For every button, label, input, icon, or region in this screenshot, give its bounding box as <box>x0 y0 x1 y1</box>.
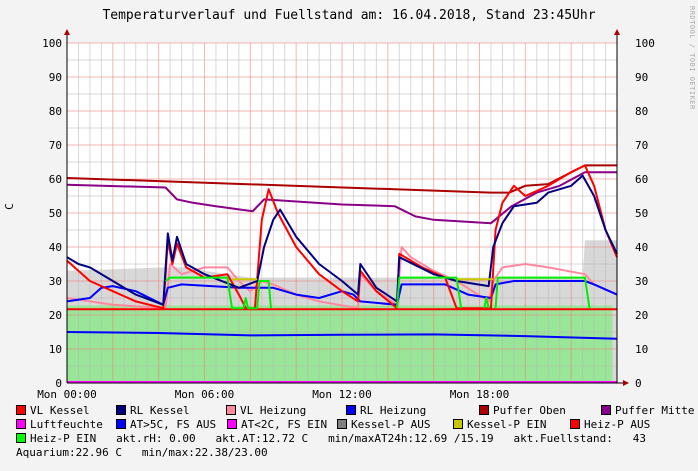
legend-swatch <box>601 405 611 415</box>
legend-swatch <box>116 419 126 429</box>
x-tick-label: Mon 00:00 <box>37 388 97 400</box>
series-puffer-mitte <box>66 171 617 225</box>
legend-item: Heiz-P AUS <box>570 418 660 432</box>
legend-item: Kessel-P EIN <box>453 418 570 432</box>
y-tick-label-right: 20 <box>635 309 648 322</box>
legend-swatch <box>453 419 463 429</box>
y-tick-label-left: 40 <box>49 241 62 254</box>
y-tick-label-left: 80 <box>49 105 62 118</box>
legend-label: Puffer Oben <box>493 404 566 417</box>
legend: VL Kessel RL Kessel VL Heizung RL Heizung Pu… <box>16 404 695 460</box>
legend-row: Luftfeuchte AT>5C, FS AUS AT<2C, FS EIN Kes… <box>16 418 691 432</box>
y-tick-label-left: 30 <box>49 275 62 288</box>
y-tick-label-left: 10 <box>49 343 62 356</box>
stat-at: akt.AT:12.72 C <box>215 432 309 445</box>
legend-item: AT>5C, FS AUS <box>116 418 227 432</box>
legend-label: Luftfeuchte <box>30 418 103 431</box>
legend-item: VL Kessel <box>16 404 116 418</box>
legend-label: Kessel-P AUS <box>351 418 431 431</box>
watermark: RRDTOOL / TOBI OETIKER <box>688 6 696 110</box>
legend-label: VL Kessel <box>30 404 90 417</box>
legend-label: RL Heizung <box>360 404 427 417</box>
legend-item: RL Heizung <box>346 404 479 418</box>
y-axis-arrow <box>64 29 70 35</box>
legend-label: Heiz-P AUS <box>584 418 651 431</box>
y-tick-label-right: 80 <box>635 105 648 118</box>
y-tick-label-right: 40 <box>635 241 648 254</box>
legend-swatch <box>16 405 26 415</box>
stat-minmax-at: min/maxAT24h:12.69 /15.19 <box>328 432 494 445</box>
legend-label: VL Heizung <box>240 404 307 417</box>
x-tick-label: Mon 12:00 <box>312 388 372 400</box>
legend-swatch <box>226 405 236 415</box>
area-heiz-p-ein <box>67 305 613 383</box>
x-axis-arrow <box>623 380 629 386</box>
legend-swatch <box>337 419 347 429</box>
legend-swatch <box>16 419 26 429</box>
y-tick-label-right: 70 <box>635 139 648 152</box>
legend-row: VL Kessel RL Kessel VL Heizung RL Heizung Pu… <box>16 404 695 418</box>
legend-swatch <box>479 405 489 415</box>
plot-area: 0 0 10 10 20 20 30 30 40 40 50 50 60 60 70 70 80 80 90 90 10… <box>37 29 655 400</box>
y-tick-label-right: 100 <box>635 37 655 50</box>
legend-row: Aquarium:22.96 C min/max:22.38/23.00 <box>16 446 691 460</box>
y-tick-label-left: 70 <box>49 139 62 152</box>
legend-label: RL Kessel <box>130 404 190 417</box>
legend-swatch <box>116 405 126 415</box>
legend-item: VL Heizung <box>226 404 346 418</box>
legend-item: Puffer Oben <box>479 404 601 418</box>
legend-label: AT>5C, FS AUS <box>130 418 217 431</box>
legend-row: Heiz-P EIN akt.rH: 0.00 akt.AT:12.72 C m… <box>16 432 691 446</box>
series-rl-kessel <box>66 174 618 306</box>
legend-label: Kessel-P EIN <box>467 418 547 431</box>
y-tick-label-right: 60 <box>635 173 648 186</box>
legend-swatch <box>227 419 237 429</box>
stat-fuellstand: akt.Fuellstand: 43 <box>513 432 646 445</box>
y-tick-label-left: 100 <box>42 37 62 50</box>
y-tick-label-right: 90 <box>635 71 648 84</box>
legend-swatch <box>570 419 580 429</box>
legend-item: Luftfeuchte <box>16 418 116 432</box>
legend-label: Heiz-P EIN <box>30 432 97 445</box>
x-tick-label: Mon 18:00 <box>450 388 510 400</box>
y-tick-label-left: 60 <box>49 173 62 186</box>
legend-item: RL Kessel <box>116 404 226 418</box>
stat-rh: akt.rH: 0.00 <box>116 432 196 445</box>
y-tick-label-left: 20 <box>49 309 62 322</box>
legend-swatch <box>16 433 26 443</box>
legend-item: Heiz-P EIN <box>16 432 96 446</box>
stat-aquarium: Aquarium:22.96 C <box>16 446 122 459</box>
chart-title: Temperaturverlauf und Fuellstand am: 16.… <box>102 8 596 23</box>
y-tick-label-right: 0 <box>635 377 642 390</box>
legend-item: AT<2C, FS EIN <box>227 418 337 432</box>
legend-swatch <box>346 405 356 415</box>
y-tick-label-right: 10 <box>635 343 648 356</box>
y-tick-label-left: 90 <box>49 71 62 84</box>
y-tick-label-left: 0 <box>55 377 62 390</box>
y-tick-label-right: 30 <box>635 275 648 288</box>
y-axis-arrow <box>614 29 620 35</box>
legend-label: AT<2C, FS EIN <box>241 418 328 431</box>
legend-label: Puffer Mitte <box>615 404 695 417</box>
y-tick-label-right: 50 <box>635 207 648 220</box>
series-heiz-p-ein <box>164 276 591 310</box>
legend-item: Kessel-P AUS <box>337 418 453 432</box>
y-tick-label-left: 50 <box>49 207 62 220</box>
legend-item: Puffer Mitte <box>601 404 695 418</box>
x-tick-label: Mon 06:00 <box>175 388 235 400</box>
series-at-5c-fs-aus <box>66 331 618 340</box>
stat-minmax-aquarium: min/max:22.38/23.00 <box>141 446 268 459</box>
